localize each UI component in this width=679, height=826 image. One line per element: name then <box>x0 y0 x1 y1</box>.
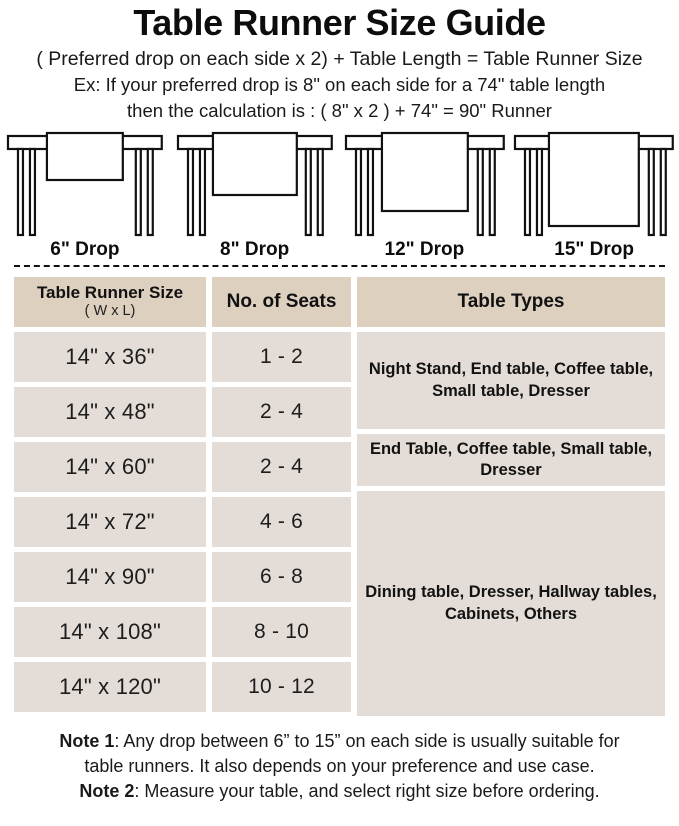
table-row: 2 - 4 <box>212 387 351 437</box>
drop-diagram-8 <box>170 130 340 238</box>
table-illustration-15-icon <box>514 131 675 237</box>
example-line-1: Ex: If your preferred drop is 8" on each… <box>73 74 606 95</box>
note-2-line: Note 2: Measure your table, and select r… <box>0 779 679 804</box>
formula-line: ( Preferred drop on each side x 2) + Tab… <box>36 48 643 70</box>
table-row: Night Stand, End table, Coffee table, Sm… <box>357 332 665 429</box>
drop-label-12: 12" Drop <box>384 239 465 260</box>
note-2-text: : Measure your table, and select right s… <box>134 781 600 801</box>
table-row: 14" x 48" <box>14 387 206 437</box>
drop-label-8: 8" Drop <box>220 239 290 260</box>
note-1-line-2: table runners. It also depends on your p… <box>84 756 595 776</box>
section-divider <box>14 265 665 267</box>
header-runner-size-sub: ( W x L) <box>84 302 136 319</box>
header-seats: No. of Seats <box>212 277 351 327</box>
table-illustration-12-icon <box>344 131 505 237</box>
header-runner-size: Table Runner Size ( W x L) <box>14 277 206 327</box>
table-row: 10 - 12 <box>212 662 351 712</box>
table-row: 14" x 36" <box>14 332 206 382</box>
table-row: 14" x 60" <box>14 442 206 492</box>
drop-diagram-6 <box>0 130 170 238</box>
size-table: Table Runner Size ( W x L) 14" x 36" 14"… <box>14 277 665 721</box>
table-row: 14" x 72" <box>14 497 206 547</box>
table-row: 14" x 108" <box>14 607 206 657</box>
note-1-label: Note 1 <box>59 731 115 751</box>
table-row: Dining table, Dresser, Hallway tables, C… <box>357 491 665 716</box>
table-row: End Table, Coffee table, Small table, Dr… <box>357 434 665 486</box>
drop-label-15: 15" Drop <box>554 239 634 260</box>
header-block: Table Runner Size Guide ( Preferred drop… <box>0 0 679 124</box>
drop-diagram-row <box>0 130 679 238</box>
note-1-text-1: : Any drop between 6” to 15” on each sid… <box>114 731 620 751</box>
table-illustration-8-icon <box>176 131 333 237</box>
notes-block: Note 1: Any drop between 6” to 15” on ea… <box>0 729 679 804</box>
page-title: Table Runner Size Guide <box>133 2 546 43</box>
drop-label-row: 6" Drop 8" Drop 12" Drop 15" Drop <box>0 238 679 262</box>
table-illustration-6-icon <box>6 131 163 237</box>
example-line-2: then the calculation is : ( 8" x 2 ) + 7… <box>127 100 552 121</box>
header-table-types: Table Types <box>357 277 665 327</box>
drop-diagram-15 <box>509 130 679 238</box>
drop-label-6: 6" Drop <box>50 239 120 260</box>
column-seats: No. of Seats 1 - 2 2 - 4 2 - 4 4 - 6 6 -… <box>212 277 351 717</box>
header-runner-size-main: Table Runner Size <box>36 283 184 303</box>
note-1-line-1: Note 1: Any drop between 6” to 15” on ea… <box>0 729 679 754</box>
note-2-label: Note 2 <box>79 781 135 801</box>
column-runner-size: Table Runner Size ( W x L) 14" x 36" 14"… <box>14 277 206 717</box>
table-row: 14" x 90" <box>14 552 206 602</box>
table-row: 2 - 4 <box>212 442 351 492</box>
table-row: 4 - 6 <box>212 497 351 547</box>
table-row: 6 - 8 <box>212 552 351 602</box>
table-row: 8 - 10 <box>212 607 351 657</box>
column-table-types: Table Types Night Stand, End table, Coff… <box>357 277 665 721</box>
drop-diagram-12 <box>340 130 510 238</box>
table-row: 1 - 2 <box>212 332 351 382</box>
table-row: 14" x 120" <box>14 662 206 712</box>
